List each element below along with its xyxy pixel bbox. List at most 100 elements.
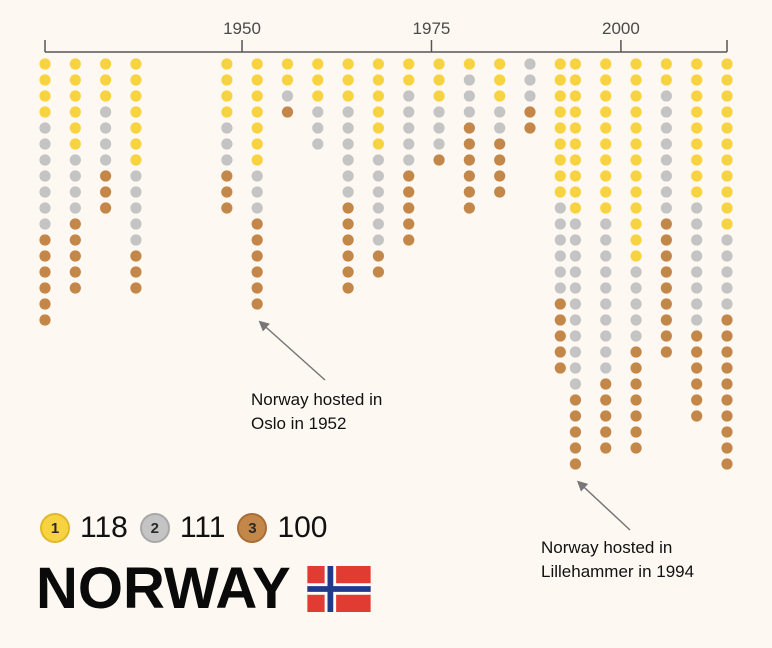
- medal-dot-silver-1984: [494, 122, 506, 134]
- medal-dot-gold-2002: [630, 218, 642, 230]
- medal-dot-silver-1924: [39, 122, 51, 134]
- medal-dot-silver-1936: [130, 234, 142, 246]
- medal-dot-silver-2006: [660, 170, 672, 182]
- medal-dot-bronze-1972: [403, 234, 415, 246]
- medal-dot-bronze-1980: [463, 154, 475, 166]
- medal-dot-bronze-1998: [600, 426, 612, 438]
- medal-dot-bronze-1964: [342, 250, 354, 262]
- medal-dot-silver-2002: [630, 266, 642, 278]
- medal-dot-silver-2010: [691, 314, 703, 326]
- medal-dot-gold-1994: [569, 138, 582, 150]
- medal-dot-gold-1960: [312, 58, 324, 70]
- medal-dot-bronze-2014: [721, 410, 733, 422]
- medal-dot-bronze-2006: [660, 298, 672, 310]
- medal-dots: [39, 58, 733, 470]
- medal-dot-gold-1964: [342, 58, 354, 70]
- medal-dot-silver-2014: [721, 234, 733, 246]
- medal-dot-bronze-1932: [100, 186, 112, 198]
- medal-dot-silver-1964: [342, 154, 354, 166]
- medal-dot-gold-1924: [39, 74, 51, 86]
- medal-dot-bronze-1952: [251, 266, 263, 278]
- medal-dot-bronze-1972: [403, 202, 415, 214]
- gold-medal-icon: 1: [40, 513, 70, 543]
- medal-dot-bronze-1924: [39, 250, 51, 262]
- medal-dot-gold-1998: [600, 58, 612, 70]
- medal-dot-silver-1992: [554, 234, 566, 246]
- medal-dot-silver-1994: [569, 266, 582, 278]
- medal-dot-bronze-1972: [403, 170, 415, 182]
- medal-dot-silver-2006: [660, 90, 672, 102]
- medal-dot-gold-1968: [372, 106, 385, 118]
- medal-dot-silver-1928: [69, 154, 81, 166]
- medal-dot-gold-1992: [554, 58, 566, 70]
- medal-dot-gold-1984: [494, 74, 506, 86]
- medal-dot-gold-2014: [721, 154, 733, 166]
- medal-dot-bronze-1988: [524, 122, 536, 134]
- medal-dot-gold-1948: [221, 74, 233, 86]
- medal-dot-bronze-2002: [630, 410, 642, 422]
- medal-dot-silver-1948: [221, 122, 233, 134]
- medal-dot-gold-1936: [130, 58, 142, 70]
- medal-dot-silver-2010: [691, 266, 703, 278]
- medal-dot-silver-2010: [691, 298, 703, 310]
- medal-dot-silver-1936: [130, 202, 142, 214]
- medal-dot-bronze-1948: [221, 170, 233, 182]
- medal-dot-gold-1948: [221, 58, 233, 70]
- country-name: NORWAY: [36, 556, 291, 621]
- medal-dot-bronze-1936: [130, 250, 142, 262]
- medal-dot-bronze-1952: [251, 282, 263, 294]
- medal-dot-silver-1998: [600, 330, 612, 342]
- medal-dot-gold-1936: [130, 122, 142, 134]
- medal-dot-gold-1960: [312, 74, 324, 86]
- medal-dot-silver-1994: [569, 282, 582, 294]
- annotation-lillehammer-line1: Norway hosted in: [541, 538, 673, 557]
- medal-dot-silver-1984: [494, 106, 506, 118]
- medal-dot-silver-2006: [660, 122, 672, 134]
- medal-dot-bronze-2006: [660, 218, 672, 230]
- medal-dot-silver-2010: [691, 250, 703, 262]
- medal-dot-silver-2014: [721, 298, 733, 310]
- medal-dot-gold-1992: [554, 186, 566, 198]
- medal-dot-gold-1998: [600, 170, 612, 182]
- medal-dot-bronze-2006: [660, 266, 672, 278]
- medal-dot-silver-1998: [600, 234, 612, 246]
- medal-dot-gold-1994: [569, 106, 582, 118]
- medal-dot-gold-1992: [554, 122, 566, 134]
- medal-dot-gold-1976: [433, 74, 445, 86]
- arrow-lillehammer: [576, 480, 631, 531]
- medal-dot-gold-1924: [39, 90, 51, 102]
- medal-dot-silver-1988: [524, 58, 536, 70]
- medal-dot-bronze-1936: [130, 266, 142, 278]
- annotation-lillehammer: Norway hosted in Lillehammer in 1994: [541, 536, 694, 584]
- medal-dot-gold-1952: [251, 122, 263, 134]
- medal-dot-bronze-1980: [463, 202, 475, 214]
- medal-dot-gold-1952: [251, 74, 263, 86]
- medal-dot-gold-1948: [221, 106, 233, 118]
- medal-dot-silver-1980: [463, 90, 475, 102]
- x-axis: 1950 1975 2000: [44, 19, 728, 53]
- medal-dot-bronze-1980: [463, 122, 475, 134]
- annotation-lillehammer-line2: Lillehammer in 1994: [541, 562, 695, 581]
- medal-dot-silver-2006: [660, 202, 672, 214]
- medal-dot-silver-2002: [630, 314, 642, 326]
- medal-dot-silver-1956: [281, 90, 294, 102]
- x-tick-label-1975: 1975: [413, 19, 451, 38]
- medal-dot-bronze-1952: [251, 218, 263, 230]
- medal-dot-bronze-1964: [342, 218, 354, 230]
- medal-dot-gold-1924: [39, 58, 51, 70]
- medal-dot-silver-2014: [721, 250, 733, 262]
- medal-dot-gold-2010: [691, 90, 703, 102]
- medal-dot-silver-1998: [600, 346, 612, 358]
- medal-dot-gold-1932: [100, 90, 112, 102]
- medal-dot-gold-1968: [372, 138, 385, 150]
- medal-dot-silver-2002: [630, 330, 642, 342]
- medal-dot-silver-1932: [100, 106, 112, 118]
- medal-dot-gold-1998: [600, 106, 612, 118]
- medal-dot-gold-1968: [372, 58, 385, 70]
- medal-dot-bronze-1952: [251, 298, 263, 310]
- medal-dot-bronze-1924: [39, 266, 51, 278]
- medal-dot-gold-1998: [600, 138, 612, 150]
- medal-dot-bronze-1964: [342, 202, 354, 214]
- medal-dot-silver-1932: [100, 122, 112, 134]
- medal-dot-silver-2006: [660, 106, 672, 118]
